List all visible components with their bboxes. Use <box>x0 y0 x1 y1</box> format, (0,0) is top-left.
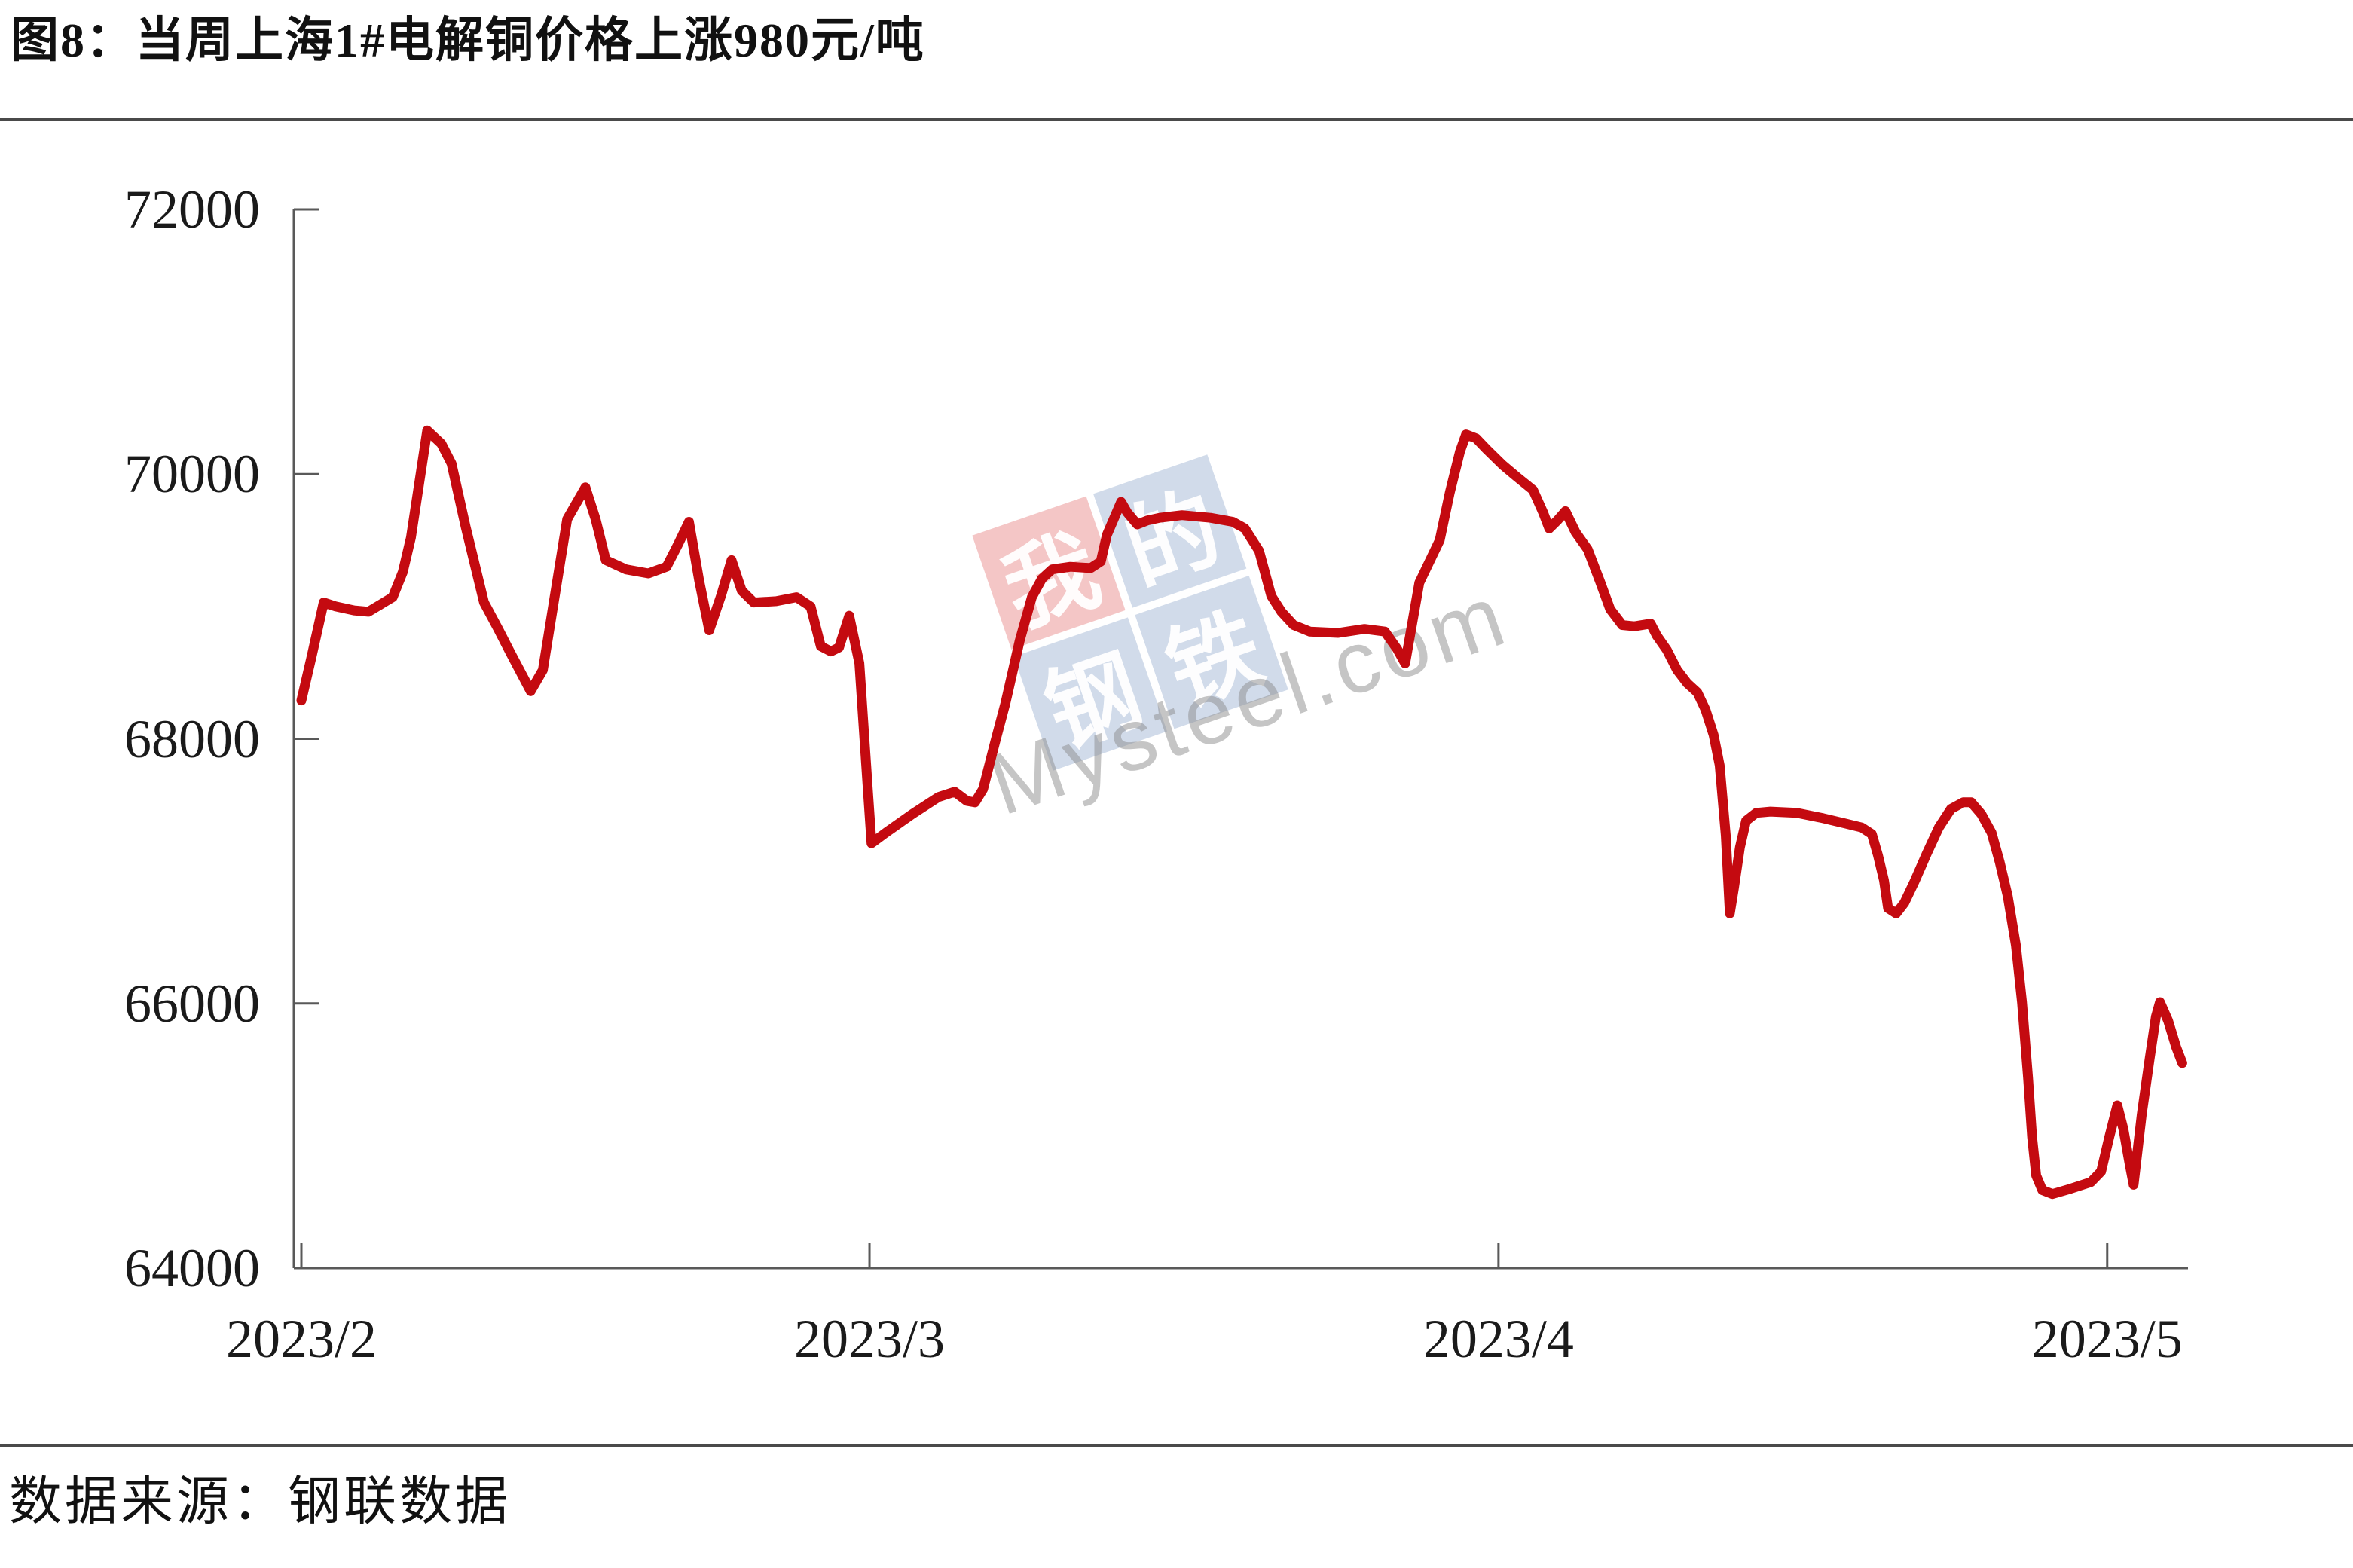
y-axis-label: 70000 <box>124 444 260 505</box>
footer-separator-line <box>0 1444 2353 1447</box>
chart-title: 图8：当周上海1#电解铜价格上涨980元/吨 <box>11 14 925 67</box>
copper-price-line <box>296 425 2187 1200</box>
x-axis-label: 2023/4 <box>1422 1309 1574 1369</box>
chart-area: 我 的 钢 铁 Mysteel.com 72000 70000 68000 66000… <box>0 121 2353 1439</box>
y-axis-label: 66000 <box>124 973 260 1034</box>
x-axis-label: 2023/3 <box>794 1309 946 1369</box>
axis-ticks <box>294 208 2109 1270</box>
y-axis-label: 72000 <box>124 179 260 240</box>
title-separator-line <box>0 118 2353 121</box>
x-axis-label: 2023/5 <box>2031 1309 2183 1369</box>
data-source-note: 数据来源：钢联数据 <box>9 1473 511 1531</box>
y-axis-label: 68000 <box>124 708 260 769</box>
y-axis-label: 64000 <box>124 1238 260 1298</box>
axes <box>292 209 2188 1270</box>
x-axis-label: 2023/2 <box>225 1309 377 1369</box>
